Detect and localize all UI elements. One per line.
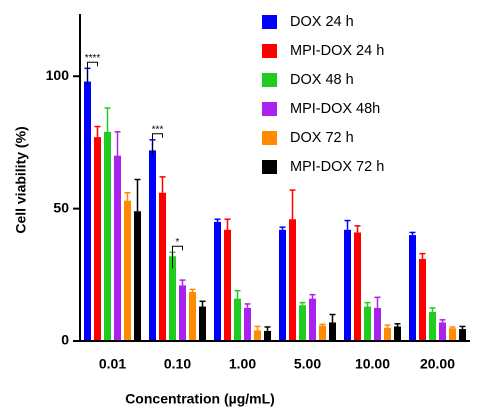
error-bar [114,131,121,156]
bar [124,200,131,341]
error-bar [264,326,271,331]
bar [409,235,416,341]
error-bar [419,252,426,259]
legend-swatch [262,73,277,87]
bar [319,325,326,341]
bar [344,229,351,341]
error-bar [279,226,286,230]
legend-swatch [262,15,277,29]
significance-bracket [87,61,98,85]
x-tick-label: 5.00 [294,356,321,372]
bar [189,292,196,341]
bar [149,150,156,341]
error-bar [234,289,241,299]
x-tick-label: 0.01 [99,356,126,372]
error-bar [374,296,381,308]
error-bar [289,189,296,220]
error-bar [409,231,416,236]
bar [169,256,176,341]
bar [459,329,466,341]
bar [354,232,361,341]
bar [449,328,456,341]
y-axis-label: Cell viability (%) [13,126,29,233]
legend-label: DOX 48 h [290,72,354,88]
bar [384,327,391,341]
error-bar [124,191,131,201]
x-tick-label: 20.00 [420,356,455,372]
significance-bracket [152,133,163,156]
bar [329,322,336,341]
error-bar [384,324,391,328]
error-bar [439,319,446,323]
error-bar [214,218,221,222]
bar [374,307,381,341]
significance-label: **** [85,53,101,64]
bar [224,229,231,341]
error-bar [94,125,101,138]
legend-swatch [262,160,277,174]
bar [159,192,166,341]
y-tick-label: 0 [61,332,69,348]
legend-label: MPI-DOX 72 h [290,159,384,175]
error-bar [459,325,466,330]
error-bar [319,323,326,326]
bar [104,131,111,341]
error-bar [189,288,196,293]
bar [279,229,286,341]
legend-swatch [262,102,277,116]
bar [439,322,446,341]
bar [419,258,426,341]
significance-bracket [172,245,183,269]
error-bar [364,301,371,307]
error-bar [329,313,336,323]
bar [299,305,306,341]
legend-label: MPI-DOX 48h [290,101,380,117]
bar [214,221,221,341]
bar [84,81,91,341]
error-bar [199,300,206,307]
bar [94,137,101,341]
error-bar [244,303,251,308]
error-bar [309,293,316,299]
error-bar [179,279,186,286]
error-bar [134,178,141,212]
bar [364,306,371,341]
legend-label: DOX 72 h [290,130,354,146]
error-bar [254,325,261,331]
significance-label: *** [152,124,164,135]
bar [254,330,261,341]
bar [114,155,121,341]
error-bar [104,107,111,132]
bar [134,211,141,341]
error-bar [159,176,166,193]
bar [244,307,251,341]
bar [264,330,271,341]
x-axis-label: Concentration (µg/mL) [125,391,275,407]
x-tick-label: 0.10 [164,356,191,372]
y-tick-label: 50 [53,199,69,215]
bar [199,306,206,341]
legend-swatch [262,131,277,145]
x-tick-label: 1.00 [229,356,256,372]
error-bar [344,219,351,230]
error-bar [449,326,456,329]
error-bar [299,301,306,306]
error-bar [394,323,401,327]
legend-swatch [262,44,277,58]
bar [429,311,436,341]
bar [394,326,401,341]
bar [289,219,296,341]
bar [309,298,316,341]
error-bar [354,225,361,233]
error-bar [429,307,436,312]
significance-label: * [176,237,180,248]
bar [234,298,241,341]
bar [179,285,186,341]
y-tick-label: 100 [46,67,70,83]
legend-label: MPI-DOX 24 h [290,43,384,59]
legend-label: DOX 24 h [290,14,354,30]
x-tick-label: 10.00 [355,356,390,372]
error-bar [224,218,231,230]
